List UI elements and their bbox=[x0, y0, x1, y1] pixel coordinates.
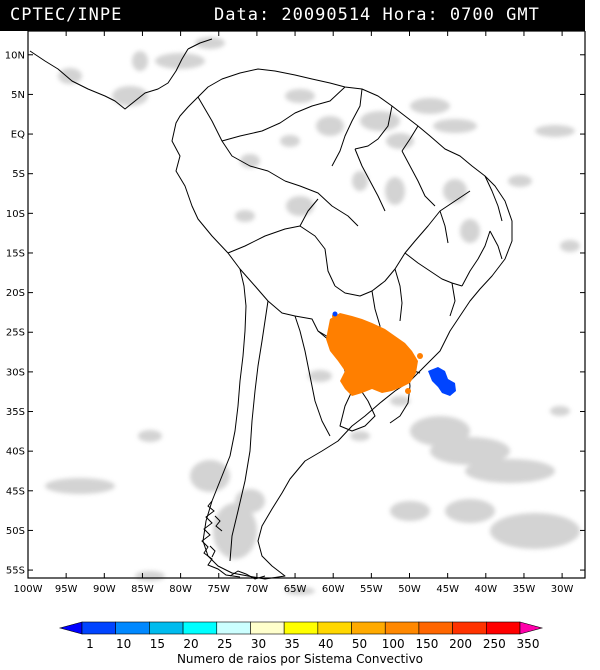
legend-label: 350 bbox=[517, 637, 540, 651]
legend-label: 35 bbox=[285, 637, 300, 651]
cloud-field bbox=[45, 37, 580, 595]
map-frame bbox=[27, 31, 586, 579]
lightning-orange-system bbox=[326, 313, 423, 396]
color-scale-bar: 1 10 15 20 25 30 35 40 50 100 150 200 250 350 bbox=[58, 621, 544, 651]
legend-swatch bbox=[418, 621, 453, 635]
lightning-blue-system bbox=[332, 311, 456, 396]
lightning-map: 10N5NEQ5S10S15S20S25S30S35S40S45S50S55S … bbox=[5, 31, 586, 595]
legend-swatch bbox=[283, 621, 319, 635]
lon-label: 50W bbox=[398, 584, 421, 595]
legend-swatch bbox=[250, 621, 285, 635]
legend-swatch bbox=[452, 621, 487, 635]
country-borders bbox=[29, 38, 513, 580]
legend-title: Numero de raios por Sistema Convectivo bbox=[176, 652, 424, 666]
lat-label: EQ bbox=[11, 130, 25, 141]
lon-label: 55W bbox=[360, 584, 383, 595]
legend-swatch bbox=[216, 621, 251, 635]
legend-label: 1 bbox=[86, 637, 94, 651]
lon-label: 70W bbox=[246, 584, 269, 595]
lat-label: 10S bbox=[6, 209, 25, 220]
lat-label: 50S bbox=[6, 526, 25, 537]
lon-label: 90W bbox=[93, 584, 116, 595]
southern-chile-coast bbox=[201, 500, 266, 580]
lon-label: 100W bbox=[14, 584, 43, 595]
legend-label: 15 bbox=[150, 637, 165, 651]
legend-label: 100 bbox=[382, 637, 405, 651]
lat-label: 35S bbox=[6, 407, 25, 418]
lon-label: 75W bbox=[207, 584, 230, 595]
lat-label: 10N bbox=[5, 50, 25, 61]
lon-label: 60W bbox=[322, 584, 345, 595]
legend-swatch bbox=[149, 621, 184, 635]
legend-swatch bbox=[486, 621, 521, 635]
title-bar: CPTEC/INPE Data: 20090514 Hora: 0700 GMT bbox=[0, 0, 585, 31]
legend-label: 250 bbox=[483, 637, 506, 651]
agency-title: CPTEC/INPE bbox=[10, 5, 123, 25]
date-time-title: Data: 20090514 Hora: 0700 GMT bbox=[214, 5, 540, 25]
lat-label: 20S bbox=[6, 288, 25, 299]
legend-swatch bbox=[182, 621, 218, 635]
lat-label: 5N bbox=[11, 90, 25, 101]
lon-label: 65W bbox=[284, 584, 307, 595]
legend-swatch bbox=[384, 621, 420, 635]
lon-label: 30W bbox=[551, 584, 574, 595]
lon-label: 40W bbox=[474, 584, 497, 595]
lat-label: 55S bbox=[6, 566, 25, 577]
legend-swatch bbox=[351, 621, 386, 635]
lon-label: 45W bbox=[436, 584, 459, 595]
legend-swatch bbox=[317, 621, 352, 635]
legend-swatch bbox=[81, 621, 116, 635]
legend-label: 50 bbox=[352, 637, 367, 651]
legend-label: 40 bbox=[318, 637, 333, 651]
legend-label: 25 bbox=[217, 637, 232, 651]
lon-label: 80W bbox=[169, 584, 192, 595]
lat-label: 5S bbox=[12, 169, 25, 180]
legend-label: 150 bbox=[415, 637, 438, 651]
legend-label: 200 bbox=[449, 637, 472, 651]
lat-label: 15S bbox=[6, 248, 25, 259]
legend-label: 10 bbox=[116, 637, 131, 651]
legend-over-arrow bbox=[519, 621, 544, 635]
legend-under-arrow bbox=[58, 621, 83, 635]
lon-label: 35W bbox=[513, 584, 536, 595]
latitude-labels: 10N 5N EQ 5S 10S 15S 20S 25S 30S 35S 40S 45S 50S 55S bbox=[5, 50, 25, 576]
lat-label: 40S bbox=[6, 447, 25, 458]
lat-label: 25S bbox=[6, 328, 25, 339]
legend-label: 30 bbox=[251, 637, 266, 651]
axis-ticks bbox=[27, 31, 585, 578]
legend-swatch bbox=[115, 621, 150, 635]
lat-label: 30S bbox=[6, 367, 25, 378]
legend-label: 20 bbox=[183, 637, 198, 651]
lat-label: 45S bbox=[6, 486, 25, 497]
lon-label: 95W bbox=[55, 584, 78, 595]
lon-label: 85W bbox=[131, 584, 154, 595]
longitude-labels: 100W 95W 90W 85W 80W 75W 70W 65W 60W 55W 50W 45W 40W… bbox=[14, 584, 574, 595]
